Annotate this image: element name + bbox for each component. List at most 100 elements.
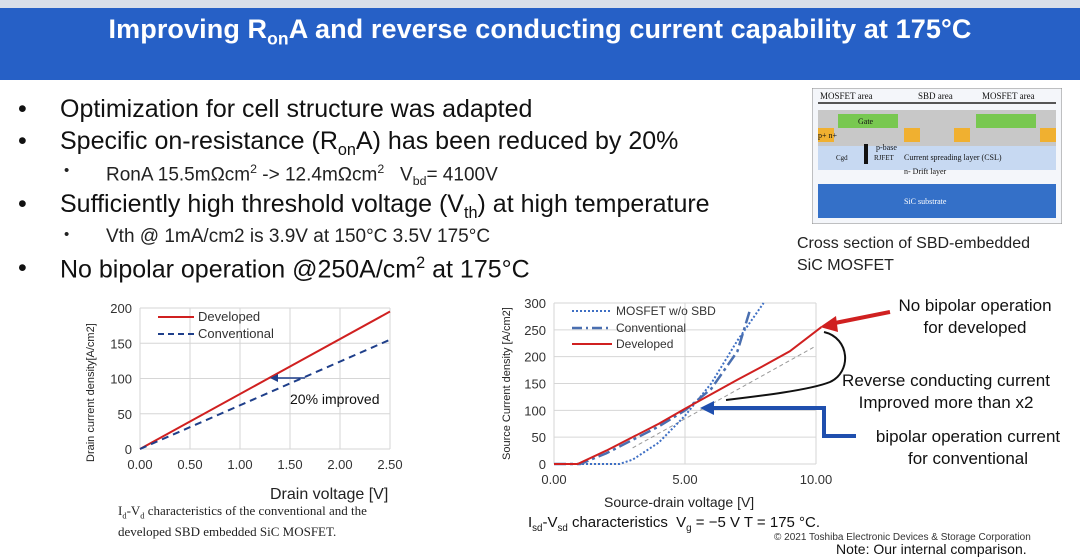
- y-tick-label: 0: [125, 442, 132, 457]
- title-bar: Improving RonA and reverse conducting cu…: [0, 0, 1080, 80]
- x-tick-label: 10.00: [800, 472, 833, 487]
- y-axis-label: Drain current density[A/cm2]: [85, 323, 97, 462]
- subbullet-text: RonA 15.5mΩcm: [106, 164, 251, 186]
- copyright: © 2021 Toshiba Electronic Devices & Stor…: [774, 532, 1031, 543]
- x-tick-label: 0.00: [541, 472, 566, 487]
- annotation-bipolar-conventional: bipolar operation current for convention…: [856, 426, 1080, 470]
- x-tick-label: 1.50: [277, 457, 302, 472]
- x-tick-label: 0.50: [177, 457, 202, 472]
- caption-part: characteristics V: [567, 514, 687, 531]
- annotation-line: Reverse conducting current: [842, 371, 1050, 390]
- series-line-conventional: [554, 308, 752, 466]
- bullet-text: ) at high temperature: [477, 190, 710, 218]
- bullet-3: • Sufficiently high threshold voltage (V…: [18, 190, 710, 223]
- label-csl: Current spreading layer (CSL): [904, 153, 1002, 162]
- annotation-arrow-head: [270, 374, 278, 382]
- y-tick-label: 150: [524, 377, 546, 392]
- series-line-developed: [139, 310, 391, 450]
- label-mosfet-area-left: MOSFET area: [820, 91, 873, 101]
- x-tick-label: 0.00: [127, 457, 152, 472]
- footnote: Note: Our internal comparison.: [836, 541, 1027, 557]
- annotation-line: No bipolar operation: [898, 296, 1052, 315]
- bullet-dot: •: [18, 95, 27, 123]
- bullet-dot: •: [18, 254, 27, 282]
- legend-conventional: Conventional: [198, 326, 274, 341]
- red-arrow-head: [820, 316, 838, 332]
- chart1-caption: Id-Vd characteristics of the conventiona…: [118, 503, 367, 540]
- bullet-1: • Optimization for cell structure was ad…: [18, 95, 532, 124]
- annotation-line: bipolar operation current: [875, 427, 1061, 446]
- chart2-caption: Isd-Vsd characteristics Vg = −5 V T = 17…: [528, 514, 820, 534]
- caption-sub: sd: [532, 523, 543, 534]
- rjfet-bar: [864, 144, 868, 164]
- x-axis-label: Source-drain voltage [V]: [604, 494, 754, 510]
- caption-part: = −5 V T = 175 °C.: [691, 514, 821, 531]
- sup: 2: [250, 162, 257, 176]
- label-gate: Gate: [858, 117, 874, 126]
- gate-left: [838, 114, 898, 128]
- y-tick-label: 200: [110, 301, 132, 316]
- x-tick-label: 1.00: [227, 457, 252, 472]
- label-drift: n- Drift layer: [904, 167, 947, 176]
- bullet-text: Specific on-resistance (R: [60, 127, 338, 155]
- y-tick-label: 250: [524, 323, 546, 338]
- subbullet-text: V: [384, 164, 413, 186]
- caption-line: Id-Vd characteristics of the conventiona…: [118, 503, 367, 524]
- sup: 2: [377, 162, 385, 176]
- subbullet-text: Vth @ 1mA/cm2 is 3.9V at 150°C 3.5V 175°…: [106, 226, 491, 247]
- bullet-sub: on: [337, 141, 356, 159]
- chart-source-current: 0 50 100 150 200 250 300 0.00 5.00 10.00 MOSFET w…: [501, 296, 833, 510]
- label-pn: p+ n+: [818, 131, 838, 140]
- gate-right: [976, 114, 1036, 128]
- substrate-layer: [818, 184, 1056, 218]
- caption-part: -V: [126, 503, 141, 518]
- subbullet-text: -> 12.4mΩcm: [256, 164, 378, 186]
- bullet-dot: •: [18, 127, 27, 155]
- caption-sub: d: [140, 510, 145, 521]
- label-substrate: SiC substrate: [904, 197, 947, 206]
- caption-sub: d: [122, 510, 127, 521]
- annotation-line: for developed: [923, 318, 1027, 337]
- y-tick-label: 300: [524, 296, 546, 311]
- cross-section-caption: Cross section of SBD-embedded SiC MOSFET: [797, 233, 1030, 277]
- y-tick-label: 150: [110, 336, 132, 351]
- top-strip: [0, 0, 1080, 8]
- subbullet-text: = 4100V: [426, 164, 498, 186]
- x-axis-label: Drain voltage [V]: [270, 486, 388, 503]
- y-tick-label: 0: [539, 457, 546, 472]
- blue-arrow-head: [700, 401, 714, 415]
- y-tick-label: 50: [118, 407, 132, 422]
- x-tick-label: 2.00: [327, 457, 352, 472]
- annotation-line: for conventional: [907, 449, 1029, 468]
- chart1-series: [139, 310, 391, 450]
- annotation-line: Improved more than x2: [858, 393, 1034, 412]
- legend-mosfet-wo-sbd: MOSFET w/o SBD: [616, 304, 716, 318]
- bullet-dot: •: [64, 162, 70, 179]
- y-tick-label: 50: [532, 430, 546, 445]
- bullet-text: A) has been reduced by 20%: [355, 127, 679, 155]
- csl-layer: [818, 146, 1056, 170]
- caption-line: Cross section of SBD-embedded: [797, 235, 1030, 252]
- chart1-grid: [139, 307, 391, 450]
- y-tick-label: 200: [524, 350, 546, 365]
- caption-line: developed SBD embedded SiC MOSFET.: [118, 523, 337, 539]
- bullet-2: • Specific on-resistance (RonA) has been…: [18, 127, 679, 160]
- caption-part: I: [118, 503, 123, 518]
- chart1-tick-labels: 0 50 100 150 200 0.00 0.50 1.00 1.50 2.00 2.50: [110, 301, 402, 472]
- bullet-4: • No bipolar operation @250A/cm2 at 175°…: [18, 254, 530, 284]
- y-tick-label: 100: [524, 403, 546, 418]
- label-rjfet: RJFET: [874, 154, 895, 162]
- legend-conventional: Conventional: [616, 321, 686, 335]
- sub: bd: [412, 174, 427, 189]
- annotation-reverse-current: Reverse conducting current Improved more…: [826, 370, 1066, 414]
- x-tick-label: 2.50: [377, 457, 402, 472]
- subbullet-2: • Vth @ 1mA/cm2 is 3.9V at 150°C 3.5V 17…: [64, 226, 491, 248]
- bullet-text: Sufficiently high threshold voltage (V: [60, 190, 464, 218]
- series-line-developed: [554, 326, 822, 465]
- cross-section-diagram: MOSFET area SBD area MOSFET area Gate p+…: [812, 88, 1062, 224]
- bullet-dot: •: [18, 190, 27, 218]
- legend-developed: Developed: [616, 337, 673, 351]
- pn-right: [1040, 128, 1056, 142]
- x-tick-label: 5.00: [672, 472, 697, 487]
- label-mosfet-area-right: MOSFET area: [982, 91, 1035, 101]
